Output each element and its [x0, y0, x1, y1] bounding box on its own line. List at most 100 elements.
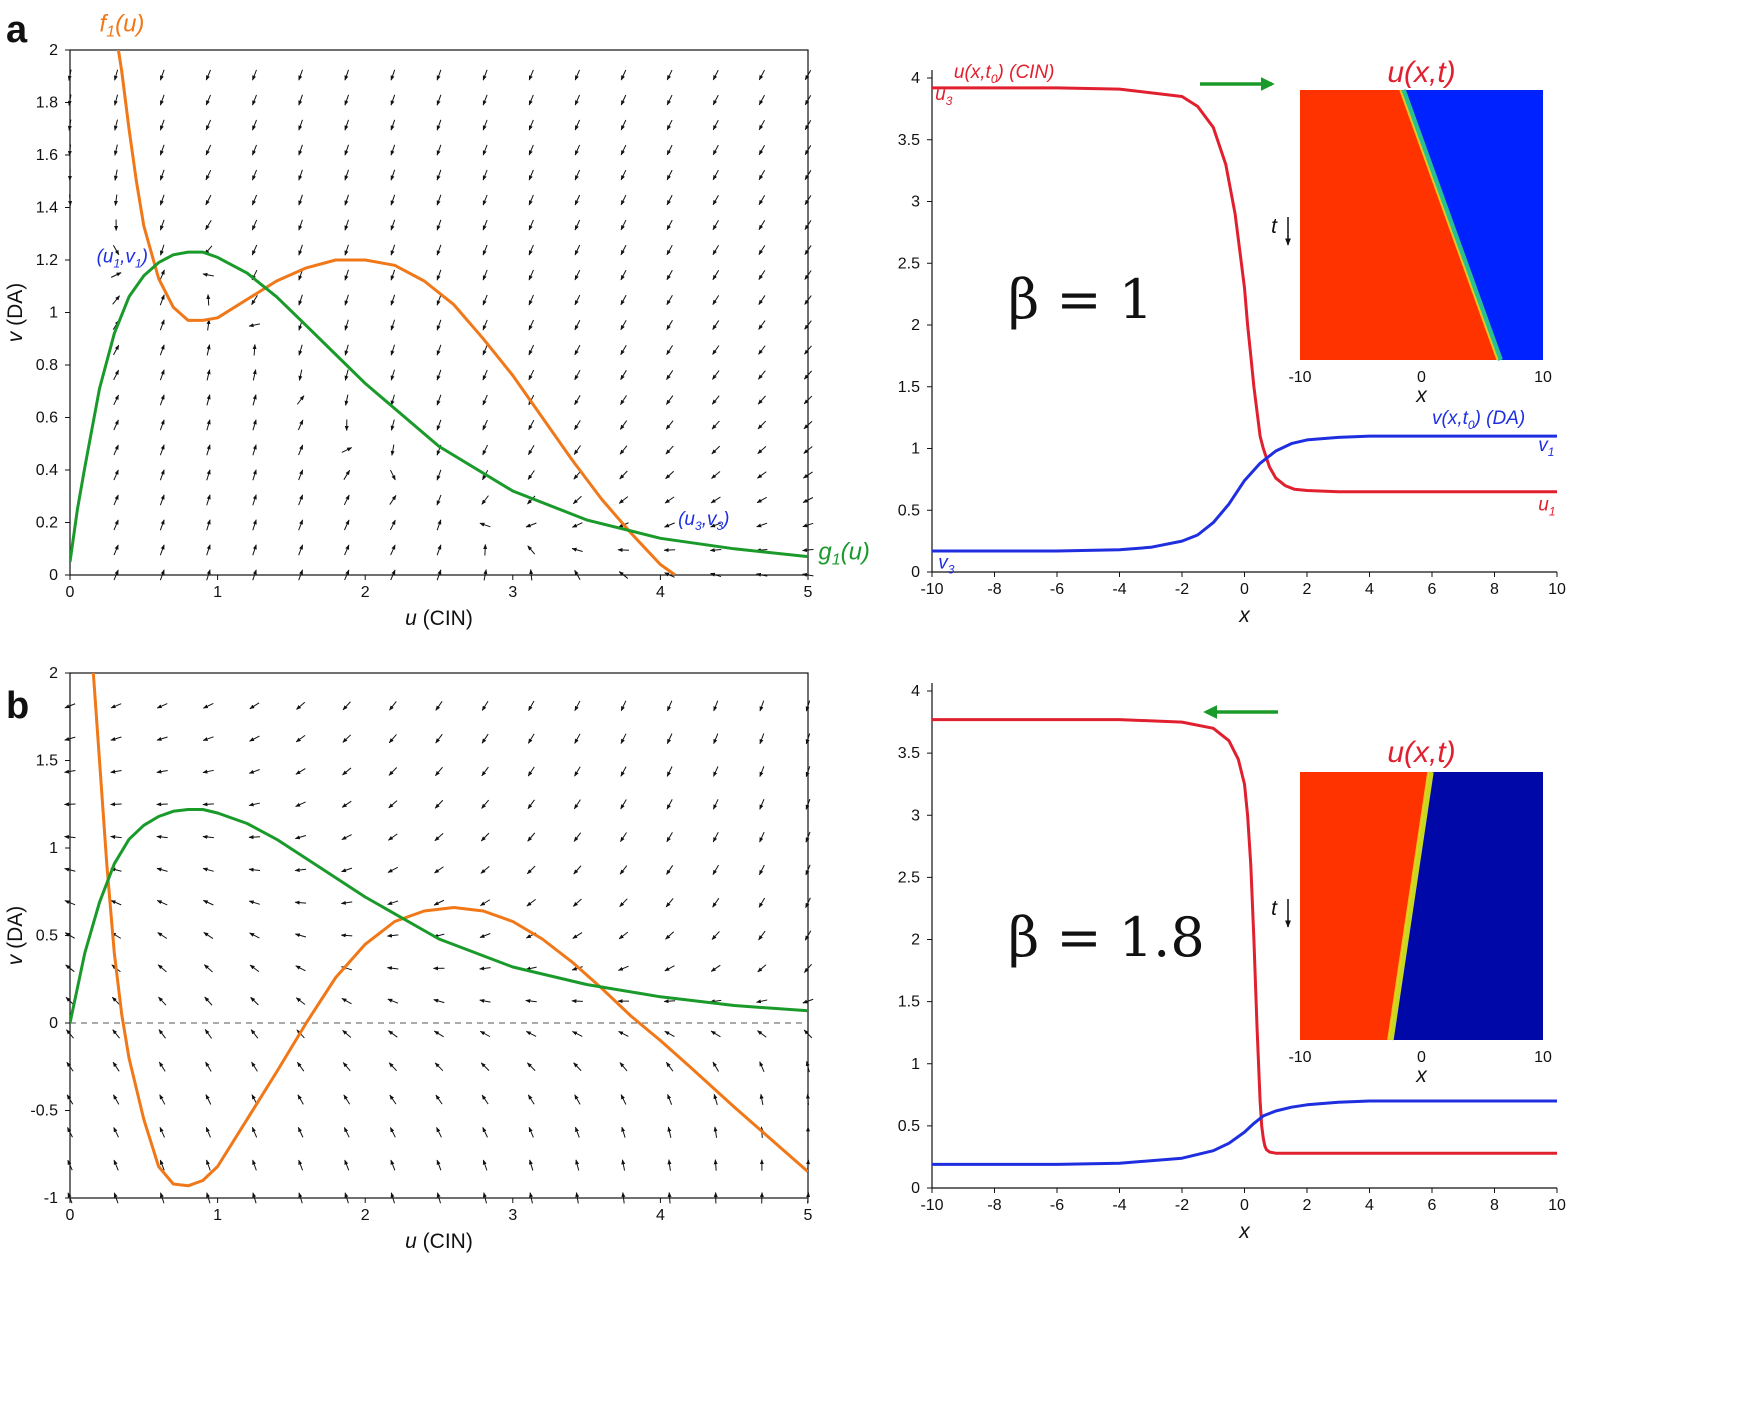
x-axis-label: x: [1238, 1220, 1251, 1243]
field-arrow: [436, 469, 442, 481]
field-arrow: [113, 419, 119, 431]
field-arrow: [295, 768, 306, 775]
field-arrow: [343, 1094, 351, 1105]
field-arrow: [572, 495, 582, 505]
field-arrow: [435, 1094, 443, 1105]
field-arrow: [759, 766, 765, 778]
field-arrow: [482, 394, 488, 406]
field-arrow: [114, 194, 118, 206]
field-arrow: [481, 766, 489, 777]
field-arrow: [298, 119, 303, 131]
field-arrow: [159, 319, 165, 331]
series-line-1: [70, 808, 808, 1024]
field-arrow: [436, 419, 442, 431]
field-arrow: [482, 344, 488, 356]
field-arrow: [575, 1192, 580, 1204]
field-arrow: [711, 931, 720, 940]
field-arrow: [527, 470, 535, 480]
x-tick-label: -6: [1050, 581, 1064, 598]
field-arrow: [528, 319, 534, 331]
field-arrow: [759, 700, 765, 712]
field-arrow: [574, 94, 581, 106]
series-line-0: [91, 673, 808, 1188]
field-arrow: [390, 1192, 395, 1204]
heatmap-blue-region: [1391, 772, 1543, 1040]
y-tick-label: 0: [49, 567, 58, 584]
inset-t-label: t: [1271, 215, 1278, 238]
field-arrow: [805, 733, 811, 745]
field-arrow: [711, 445, 721, 455]
field-arrow: [758, 220, 766, 231]
field-arrow: [390, 569, 396, 581]
field-arrow: [156, 769, 168, 774]
field-arrow: [159, 419, 165, 431]
annotation-0: f1(u): [100, 11, 145, 41]
field-arrow: [575, 1159, 580, 1171]
field-arrow: [805, 1093, 810, 1106]
field-arrow: [712, 69, 719, 81]
field-arrow: [295, 997, 306, 1005]
field-arrow: [298, 69, 303, 81]
field-arrow: [298, 494, 304, 506]
field-arrow: [574, 119, 581, 131]
field-arrow: [619, 445, 628, 455]
field-arrow: [66, 1029, 74, 1039]
field-arrow: [756, 999, 768, 1004]
field-arrow: [482, 269, 488, 281]
field-arrow: [620, 344, 627, 356]
field-arrow: [158, 1029, 166, 1039]
field-arrow: [252, 469, 257, 481]
field-arrow: [206, 494, 211, 506]
field-arrow: [156, 867, 168, 872]
x-tick-label: 4: [656, 584, 665, 601]
field-arrow: [298, 269, 303, 281]
field-arrow: [664, 572, 675, 578]
field-arrow: [571, 547, 583, 552]
field-arrow: [574, 294, 581, 306]
field-arrow: [481, 733, 489, 744]
x-tick-label: 2: [1303, 1197, 1312, 1214]
y-tick-label: 3.5: [898, 745, 920, 762]
field-arrow: [295, 734, 306, 743]
x-tick-label: 0: [66, 1207, 75, 1224]
field-arrow: [663, 999, 676, 1004]
field-arrow: [388, 800, 398, 809]
field-arrow: [387, 833, 398, 841]
field-arrow: [572, 932, 583, 939]
field-arrow: [294, 835, 307, 840]
y-tick-label: 2: [49, 665, 58, 682]
field-arrow: [205, 119, 212, 131]
field-arrow: [203, 932, 214, 939]
field-arrow: [806, 1159, 811, 1171]
inset-title: u(x,t): [1387, 736, 1455, 769]
field-arrow: [202, 702, 214, 709]
field-arrow: [666, 119, 673, 131]
field-arrow: [295, 965, 306, 972]
field-arrow: [112, 295, 120, 305]
field-arrow: [758, 345, 766, 355]
y-tick-label: 1.2: [36, 252, 58, 269]
field-arrow: [528, 219, 534, 231]
field-arrow: [344, 69, 350, 81]
field-arrow: [205, 220, 212, 231]
field-arrow: [571, 522, 583, 528]
field-arrow: [666, 69, 673, 81]
field-arrow: [573, 832, 582, 842]
field-arrow: [436, 144, 442, 156]
field-arrow: [159, 119, 165, 131]
field-arrow: [709, 548, 722, 553]
phase-plane-a: 0 1 2 3 4 5 0 0.2 0.4 0.6 0.8 1 1.2 1.4 1.6 1.8 2 u (CIN)…: [4, 11, 870, 630]
y-axis-label: v (DA): [4, 283, 27, 343]
field-arrow: [344, 119, 349, 131]
field-arrow: [390, 394, 395, 406]
field-arrow: [434, 833, 444, 842]
field-arrow: [344, 219, 349, 231]
y-tick-label: 2: [49, 42, 58, 59]
annotation-2: v(x,t0) (DA): [1432, 408, 1525, 432]
y-tick-label: 1.5: [898, 379, 920, 396]
field-arrow: [113, 1126, 119, 1138]
x-tick-label: 0: [1240, 1197, 1249, 1214]
field-arrow: [665, 420, 674, 430]
beta-label: β = 1: [1008, 268, 1153, 331]
field-arrow: [113, 519, 119, 531]
